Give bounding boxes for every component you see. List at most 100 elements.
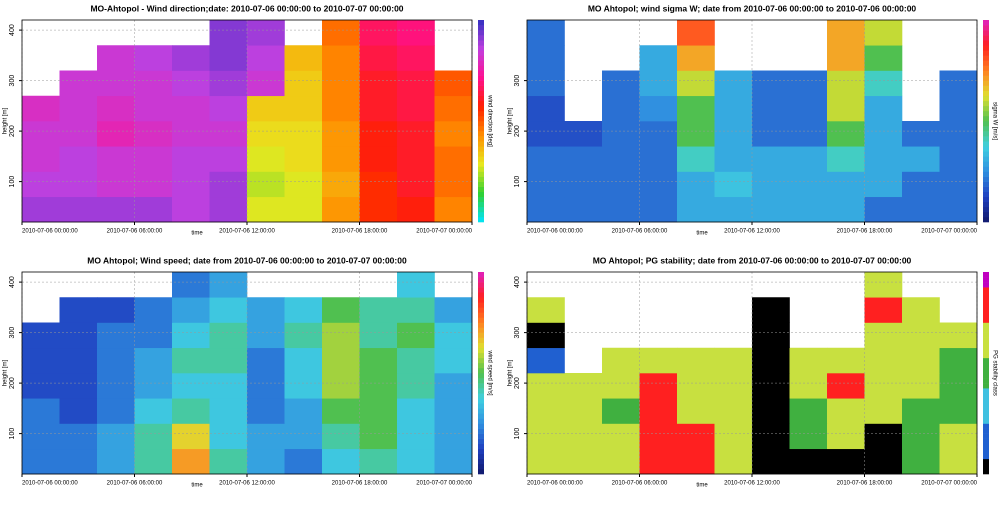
x-tick-label: 2010-07-07 00:00:00 <box>416 481 472 487</box>
y-tick-label: 400 <box>9 24 16 36</box>
heatmap-cell <box>939 171 978 198</box>
heatmap-cell <box>789 70 828 97</box>
x-tick-label: 2010-07-06 00:00:00 <box>22 229 78 235</box>
heatmap-cell <box>434 95 473 122</box>
heatmap-cell <box>789 423 828 450</box>
heatmap-cell <box>864 398 903 424</box>
colorbar-swatch <box>478 292 484 298</box>
colorbar-swatch <box>983 40 989 46</box>
heatmap-cell <box>602 448 640 475</box>
heatmap-cell <box>284 121 323 147</box>
colorbar-swatch <box>478 453 484 460</box>
heatmap-cell <box>359 297 398 323</box>
heatmap-cell <box>134 171 173 198</box>
colorbar-swatch <box>478 378 484 384</box>
heatmap-cell <box>527 373 565 399</box>
heatmap-cell <box>564 423 603 450</box>
heatmap-cell <box>359 373 398 399</box>
heatmap-cell <box>864 146 903 172</box>
heatmap-cell <box>789 448 828 475</box>
colorbar-swatch <box>983 463 989 470</box>
heatmap-cell <box>397 146 435 172</box>
heatmap-cell <box>134 45 173 71</box>
heatmap-cell <box>322 448 360 475</box>
x-axis-label: time <box>696 231 708 237</box>
heatmap-cell <box>639 121 678 147</box>
heatmap-cell <box>602 146 640 172</box>
heatmap-cell <box>677 146 715 172</box>
heatmap-cell <box>322 70 360 97</box>
heatmap-cell <box>322 45 360 71</box>
heatmap-cell <box>902 373 940 399</box>
colorbar-swatch <box>983 216 989 223</box>
heatmap-cell <box>564 196 603 223</box>
heatmap-cell <box>397 448 435 475</box>
colorbar-swatch <box>983 332 989 338</box>
colorbar-swatch <box>478 115 484 122</box>
heatmap-cell <box>247 448 285 475</box>
y-tick-label: 300 <box>9 327 16 339</box>
x-tick-label: 2010-07-06 00:00:00 <box>527 481 583 487</box>
heatmap-cell <box>284 398 323 424</box>
heatmap-cell <box>172 297 210 323</box>
colorbar-swatch <box>478 45 484 51</box>
heatmap-cell <box>172 448 210 475</box>
colorbar-swatch <box>983 393 989 399</box>
colorbar-swatch <box>478 352 484 359</box>
heatmap-cell <box>209 322 248 349</box>
heatmap-cell <box>752 423 790 450</box>
heatmap-cell <box>939 146 978 172</box>
heatmap-cell <box>247 373 285 399</box>
colorbar-swatch <box>983 85 989 91</box>
heatmap-cell <box>434 448 473 475</box>
heatmap-cell <box>434 398 473 424</box>
heatmap-cell <box>752 322 790 349</box>
heatmap-cell <box>397 347 435 374</box>
colorbar-swatch <box>478 362 484 369</box>
chart-title: MO Ahtopol; PG stability; date from 2010… <box>593 255 912 265</box>
heatmap-cell <box>22 448 60 475</box>
heatmap-cell <box>827 196 865 223</box>
heatmap-cell <box>677 347 715 374</box>
colorbar-swatch <box>478 418 484 424</box>
x-tick-label: 2010-07-06 18:00:00 <box>837 481 893 487</box>
heatmap-cell <box>247 20 285 46</box>
colorbar-swatch <box>983 272 989 278</box>
heatmap-cell <box>902 171 940 198</box>
heatmap-cell <box>322 347 360 374</box>
heatmap-cell <box>789 347 828 374</box>
heatmap-cell <box>864 95 903 122</box>
colorbar-swatch <box>478 423 484 429</box>
heatmap-cell <box>789 171 828 198</box>
heatmap-cell <box>827 398 865 424</box>
plot-frame <box>526 19 978 223</box>
heatmap-cell <box>247 297 285 323</box>
colorbar-swatch <box>478 100 484 107</box>
heatmap-cell <box>359 70 398 97</box>
heatmap-cell <box>247 171 285 198</box>
heatmap-cell <box>97 95 135 122</box>
colorbar-swatch <box>478 448 484 455</box>
colorbar-swatch <box>478 30 484 36</box>
heatmap-cell <box>864 45 903 71</box>
colorbar-swatch <box>983 115 989 122</box>
colorbar-swatch <box>478 171 484 177</box>
heatmap-cell <box>247 196 285 223</box>
colorbar-swatch <box>983 206 989 213</box>
heatmap-cell <box>789 121 828 147</box>
heatmap-cell <box>22 196 60 223</box>
colorbar-swatch <box>478 398 484 404</box>
heatmap-cell <box>284 70 323 97</box>
colorbar-swatch <box>478 196 484 203</box>
heatmap-cell <box>97 373 135 399</box>
colorbar-swatch <box>478 35 484 41</box>
heatmap-cell <box>397 20 435 46</box>
heatmap-cell <box>359 322 398 349</box>
heatmap-cell <box>864 171 903 198</box>
heatmap-cell <box>172 45 210 71</box>
colorbar-swatch <box>983 161 989 167</box>
colorbar-swatch <box>983 468 989 475</box>
heatmap-cell <box>564 146 603 172</box>
colorbar-swatch <box>983 352 989 359</box>
